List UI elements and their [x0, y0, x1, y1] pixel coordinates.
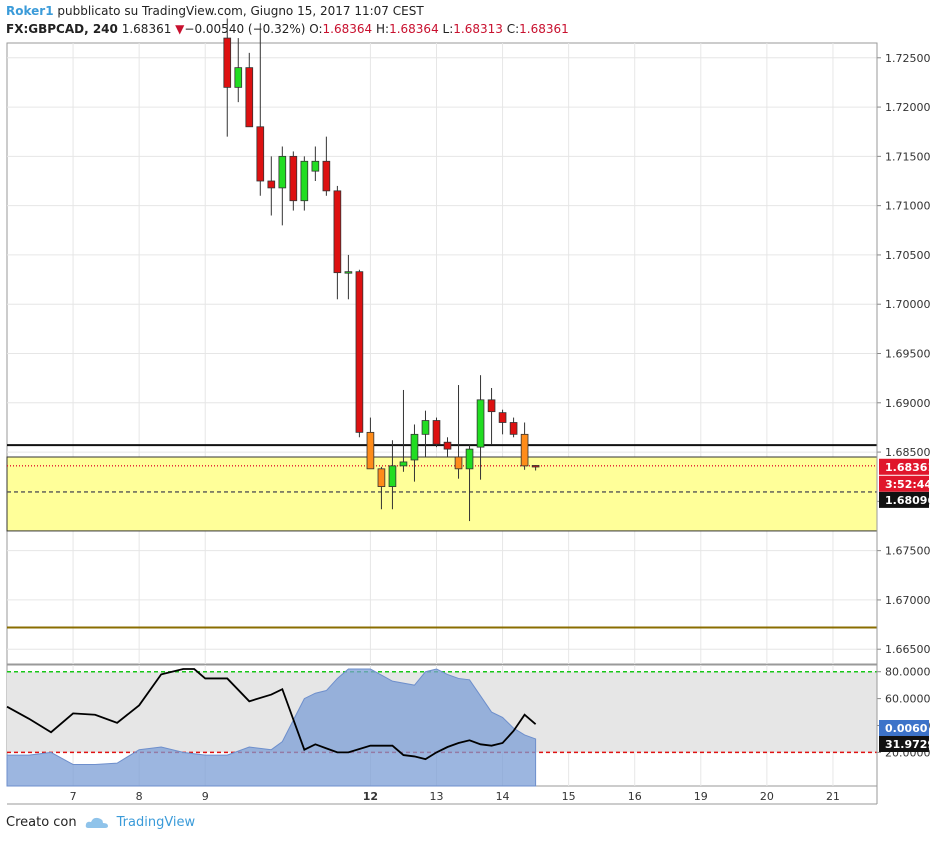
countdown-label: 3:52:44: [885, 478, 932, 491]
candle: [454, 456, 463, 470]
candle: [531, 465, 540, 468]
candle: [333, 190, 342, 274]
x-tick-label: 19: [694, 790, 708, 803]
x-tick-label: 16: [628, 790, 642, 803]
candle: [498, 412, 507, 423]
candle: [421, 420, 430, 435]
osc-y-tick-label: 60.0000: [885, 693, 931, 706]
high-value: 1.68364: [389, 22, 439, 36]
tradingview-brand[interactable]: TradingView: [116, 815, 196, 830]
candle: [322, 160, 331, 192]
author-name[interactable]: Roker1: [6, 4, 54, 18]
candle: [289, 155, 298, 202]
candle: [377, 468, 386, 487]
stoch-d-label: 0.0060: [885, 722, 928, 735]
candle: [223, 37, 232, 88]
y-tick-label: 1.70000: [885, 298, 931, 311]
high-label: H:: [376, 22, 390, 36]
candle: [300, 160, 309, 202]
price-change: −0.00540 (−0.32%): [184, 22, 306, 36]
stoch-d-area: [6, 668, 537, 787]
candle: [476, 399, 485, 448]
candle: [465, 448, 474, 470]
symbol-header: FX:GBPCAD, 240 1.68361 ▼−0.00540 (−0.32%…: [6, 22, 569, 36]
x-tick-label: 13: [429, 790, 443, 803]
x-tick-label: 8: [136, 790, 143, 803]
open-label: O:: [309, 22, 323, 36]
dashed-level-label-bg: [879, 491, 929, 508]
close-label: C:: [506, 22, 520, 36]
low-value: 1.68313: [453, 22, 503, 36]
x-tick-label: 15: [562, 790, 576, 803]
low-label: L:: [442, 22, 454, 36]
osc-y-tick-label: 80.0000: [885, 666, 931, 679]
stoch-k-line: [6, 668, 537, 761]
change-down-icon: ▼: [175, 22, 185, 36]
candle: [410, 433, 419, 461]
candle: [234, 67, 243, 88]
close-value: 1.68361: [519, 22, 569, 36]
candle: [399, 461, 408, 467]
support-zone: [6, 456, 878, 532]
y-tick-label: 1.67500: [885, 545, 931, 558]
y-tick-label: 1.67000: [885, 594, 931, 607]
candle: [311, 160, 320, 172]
x-tick-label: 20: [760, 790, 774, 803]
candle: [520, 433, 529, 467]
y-tick-label: 1.72000: [885, 101, 931, 114]
stoch-d-label-bg: [879, 720, 929, 736]
publish-header: Roker1 pubblicato su TradingView.com, Gi…: [6, 4, 424, 18]
candle: [278, 155, 287, 189]
candle: [355, 271, 364, 433]
candle: [509, 422, 518, 435]
stoch-k-label-bg: [879, 736, 929, 752]
symbol-name: FX:GBPCAD, 240: [6, 22, 118, 36]
candle: [366, 431, 375, 470]
y-tick-label: 1.68500: [885, 446, 931, 459]
y-tick-label: 1.70500: [885, 249, 931, 262]
candle: [487, 399, 496, 413]
candle: [432, 420, 441, 445]
x-tick-label: 9: [202, 790, 209, 803]
y-tick-label: 1.69500: [885, 348, 931, 361]
countdown-label-bg: [879, 475, 929, 492]
y-tick-label: 1.71000: [885, 200, 931, 213]
candle: [267, 180, 276, 189]
x-tick-label: 14: [496, 790, 510, 803]
stoch-k-label: 31.9729: [885, 738, 935, 751]
candle: [256, 126, 265, 182]
open-value: 1.68364: [322, 22, 373, 36]
last-price-label: 1.68361: [885, 461, 935, 474]
last-price: 1.68361: [121, 22, 172, 36]
candle: [443, 441, 452, 450]
footer: Creato con TradingView: [6, 815, 195, 830]
y-tick-label: 1.71500: [885, 150, 931, 163]
published-text: pubblicato su TradingView.com, Giugno 15…: [57, 4, 424, 18]
candle: [245, 67, 254, 128]
y-tick-label: 1.72500: [885, 52, 931, 65]
x-tick-label: 21: [826, 790, 840, 803]
created-with-text: Creato con: [6, 815, 77, 830]
y-tick-label: 1.69000: [885, 397, 931, 410]
candle: [388, 465, 397, 487]
last-price-label-bg: [879, 458, 929, 475]
candle: [344, 271, 353, 274]
tradingview-cloud-icon: [85, 817, 108, 828]
dashed-level-label: 1.68096: [885, 494, 935, 507]
y-tick-label: 1.66500: [885, 643, 931, 656]
x-tick-label: 7: [70, 790, 77, 803]
x-tick-label: 12: [363, 790, 378, 803]
